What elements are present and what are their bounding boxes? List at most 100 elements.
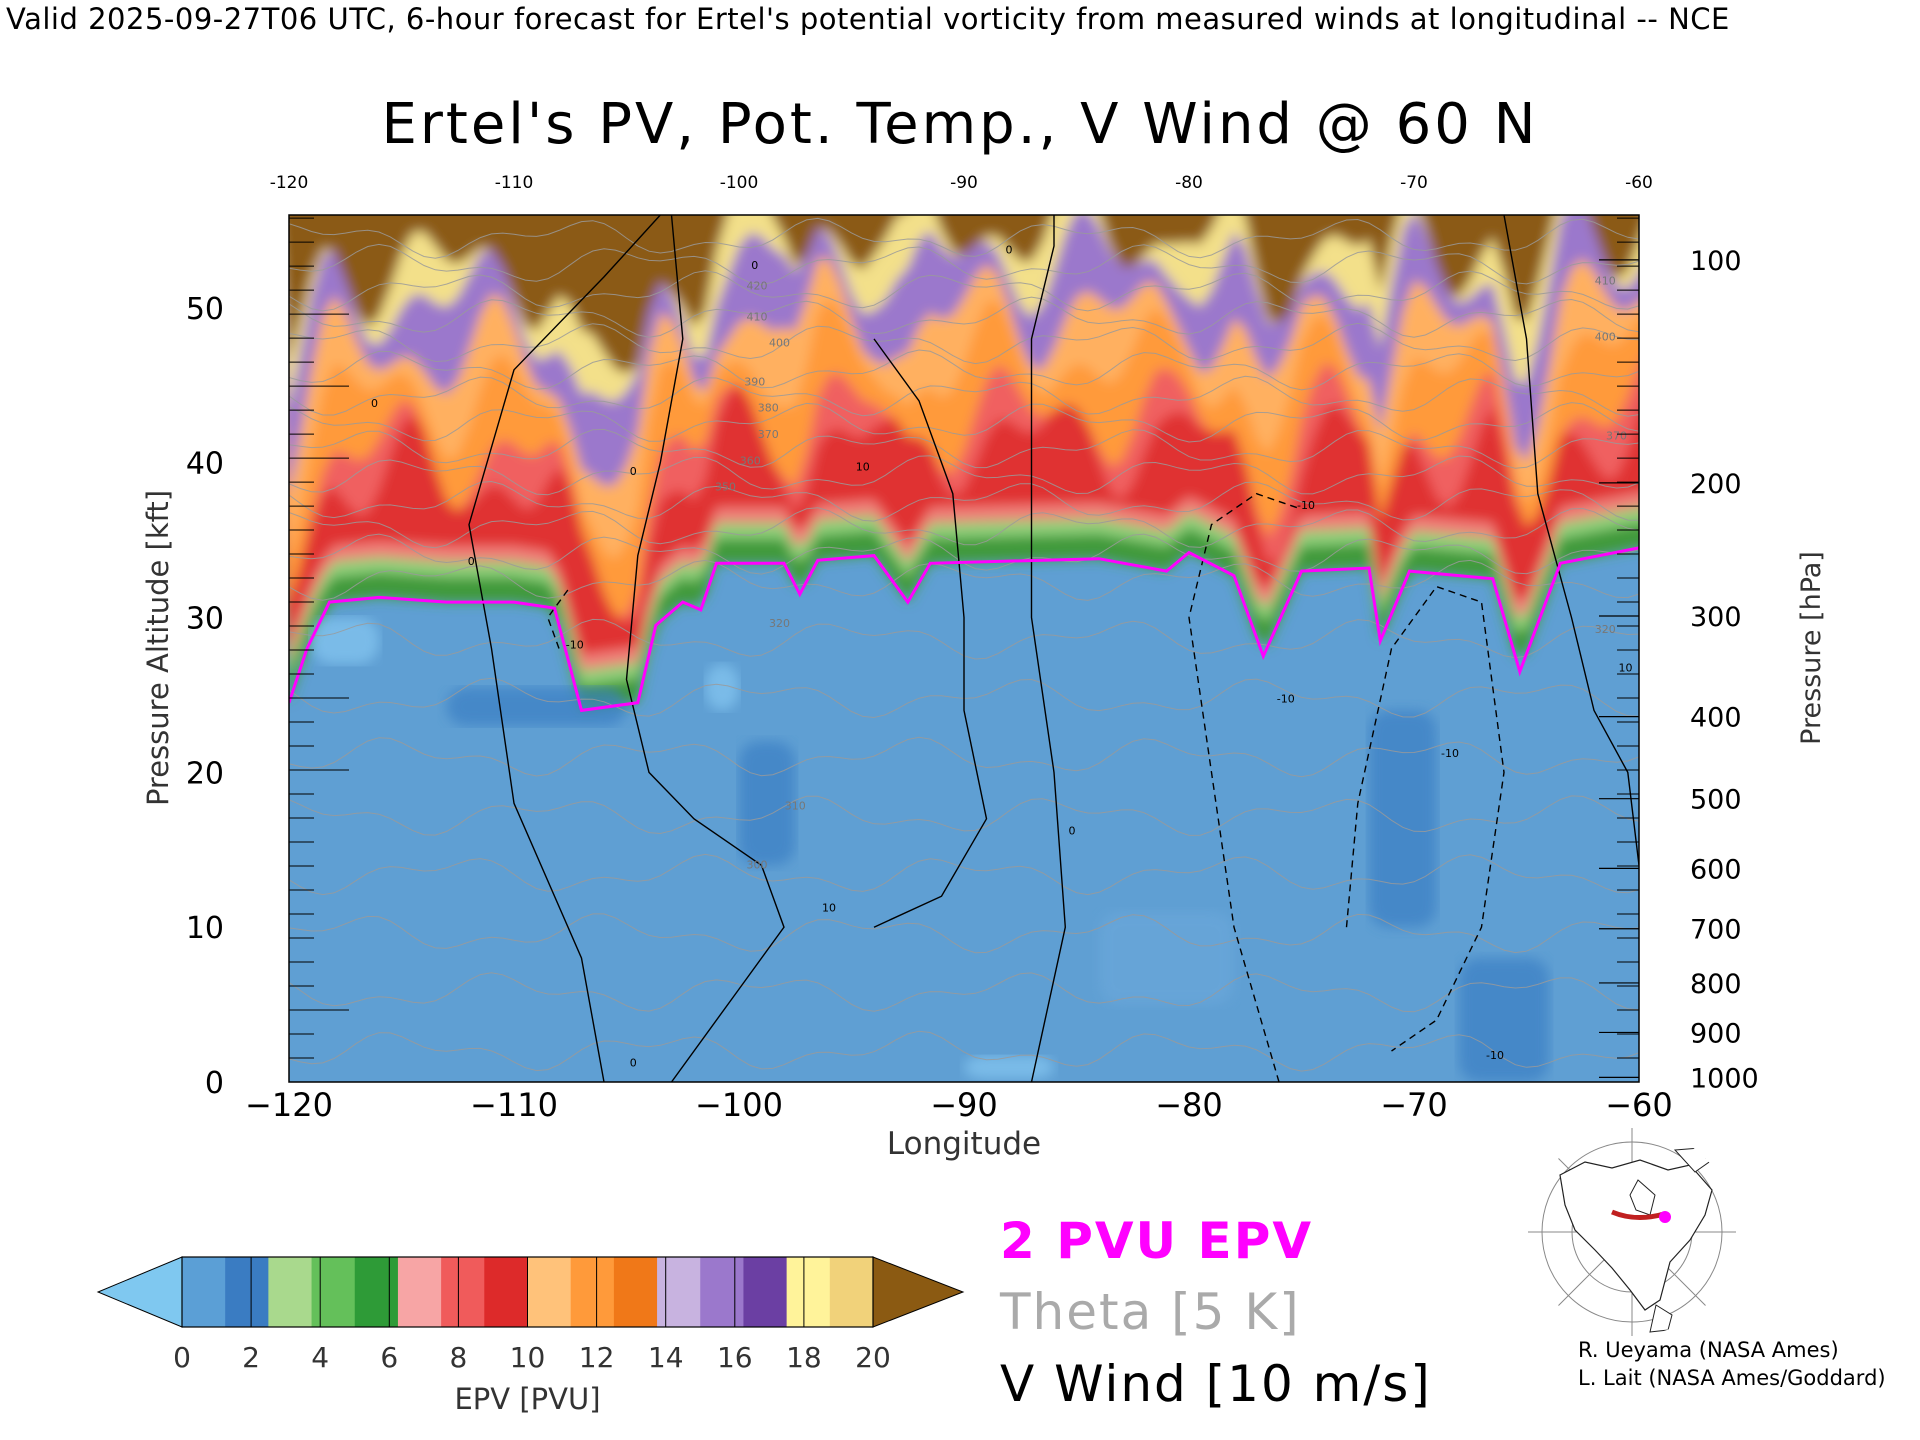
pressure-tick-label: 800 (1690, 969, 1742, 1000)
location-marker-icon (1659, 1211, 1671, 1223)
theta-contour (289, 480, 1639, 522)
pv-tropo-patch-5 (1459, 958, 1549, 1082)
colorbar-swatch (743, 1257, 788, 1327)
contour-label-theta: 400 (1595, 330, 1616, 343)
theta-contour (289, 1030, 1639, 1072)
plot-area: 420 410 400 390 380 370 360 350 320 310 300 410 400 3… (289, 215, 1639, 1082)
contour-label-wind: 0 (371, 397, 378, 410)
contour-labels: 420 410 400 390 380 370 360 350 320 310 300 410 400 3… (371, 244, 1639, 1070)
x-tick-label: −70 (1380, 1086, 1448, 1124)
x-top-tick-label: -90 (950, 173, 978, 193)
y-axis-label: Pressure Altitude [kft] (141, 490, 175, 806)
colorbar-tick-label: 14 (648, 1341, 684, 1374)
contour-label-theta: 410 (747, 310, 768, 323)
contour-label-wind: 10 (856, 460, 870, 473)
pv-tropo-patch-7 (1099, 911, 1234, 1005)
contour-label-theta: 410 (1595, 275, 1616, 288)
colorbar-swatch (397, 1257, 442, 1327)
contour-label-theta: 390 (744, 375, 765, 388)
y-tick-label: 20 (186, 756, 224, 791)
x-top-tick-label: -100 (720, 173, 759, 193)
colorbar-tick-label: 12 (579, 1341, 615, 1374)
theta-contour (289, 972, 1639, 1013)
colorbar-tick-label: 4 (311, 1341, 329, 1374)
theta-contour (289, 296, 1639, 338)
theta-contour (289, 428, 1639, 469)
colorbar-swatch (268, 1257, 313, 1327)
contour-label-wind: -10 (1486, 1049, 1504, 1062)
contour-label-theta: 400 (769, 337, 790, 350)
x-top-tick-label: -120 (270, 173, 309, 193)
theta-contour (289, 322, 1639, 365)
theta-contour (289, 270, 1639, 312)
x-top-tick-label: -110 (495, 173, 534, 193)
theta-contour (289, 736, 1639, 778)
x-tick-label: −120 (245, 1086, 333, 1124)
colorbar-swatch (354, 1257, 399, 1327)
contour-label-wind: -10 (566, 639, 584, 652)
pv-tropo-patch-0 (311, 617, 379, 664)
pressure-tick-label: 400 (1690, 703, 1742, 734)
colorbar-swatch (225, 1257, 269, 1327)
vwind-contour-7 (1503, 215, 1639, 866)
x-top-tick-label: -60 (1625, 173, 1653, 193)
contour-label-wind: 10 (1619, 662, 1633, 675)
y-axis-right: 100 200 300 400 500 600 700 800 900 1000 Pressure … (1690, 246, 1827, 1094)
theta-contour (289, 375, 1639, 417)
colorbar-swatch (441, 1257, 485, 1327)
pv-tropo-patch-2 (446, 687, 627, 726)
contour-label-wind: 0 (1069, 824, 1076, 837)
x-top-tick-label: -70 (1400, 173, 1428, 193)
contour-label-wind: 0 (630, 465, 637, 478)
theta-contour (289, 507, 1639, 549)
legend-vwind: V Wind [10 m/s] (1000, 1355, 1432, 1413)
theta-contour (289, 243, 1639, 286)
contour-label-wind: -10 (1441, 747, 1459, 760)
vwind-contour-1 (625, 215, 785, 1082)
colorbar-tick-label: 10 (510, 1341, 546, 1374)
pv-stratosphere-bands (289, 215, 1639, 711)
colorbar-under-arrow (96, 1256, 183, 1328)
vwind-contour-3 (1030, 215, 1067, 1082)
pv-tropo-patch-6 (964, 1055, 1054, 1079)
pv-tropo-patch-1 (705, 663, 739, 711)
theta-contour (289, 349, 1639, 391)
pressure-tick-label: 600 (1690, 854, 1742, 885)
x-tick-label: −100 (695, 1086, 783, 1124)
colorbar-swatch (527, 1257, 572, 1327)
x-tick-label: −110 (470, 1086, 558, 1124)
legend-theta: Theta [5 K] (1000, 1283, 1301, 1341)
x-axis-label: Longitude (887, 1126, 1041, 1162)
x-tick-label: −60 (1605, 1086, 1673, 1124)
colorbar-swatch (311, 1257, 356, 1327)
x-tick-label: −80 (1155, 1086, 1223, 1124)
colorbar-tick-label: 16 (717, 1341, 753, 1374)
colorbar-label: EPV [PVU] (454, 1382, 600, 1416)
pv-tropo-patches (311, 617, 1549, 1082)
colorbar-tick-label: 18 (786, 1341, 822, 1374)
y-tick-label: 40 (186, 447, 224, 482)
x-axis-top: -120 -110 -100 -90 -80 -70 -60 (270, 173, 1653, 193)
pv-tropo-patch-3 (739, 741, 796, 866)
vwind-contours (468, 215, 1639, 1082)
x-axis: −120 −110 −100 −90 −80 −70 −60 Longitude (245, 1086, 1673, 1162)
theta-contour (289, 853, 1639, 896)
legend-2pvu-epv: 2 PVU EPV (1000, 1212, 1314, 1270)
contour-label-theta: 300 (747, 858, 768, 871)
polar-map-icon (1528, 1128, 1736, 1336)
y-tick-label: 30 (186, 602, 224, 637)
pressure-tick-label: 500 (1690, 785, 1742, 816)
contour-label-wind: 0 (751, 259, 758, 272)
theta-contour (289, 402, 1639, 443)
pv-band-9 (289, 215, 1639, 374)
vwind-contour-0 (468, 215, 661, 1082)
theta-contour (289, 217, 1639, 259)
colorbar-swatch (570, 1257, 615, 1327)
colorbar-swatch (657, 1257, 701, 1327)
contour-label-wind: 0 (630, 1057, 637, 1070)
colorbar-tick-label: 8 (449, 1341, 467, 1374)
colorbar-swatch (484, 1257, 528, 1327)
colorbar-over-arrow (872, 1256, 965, 1328)
x-top-tick-label: -80 (1175, 173, 1203, 193)
